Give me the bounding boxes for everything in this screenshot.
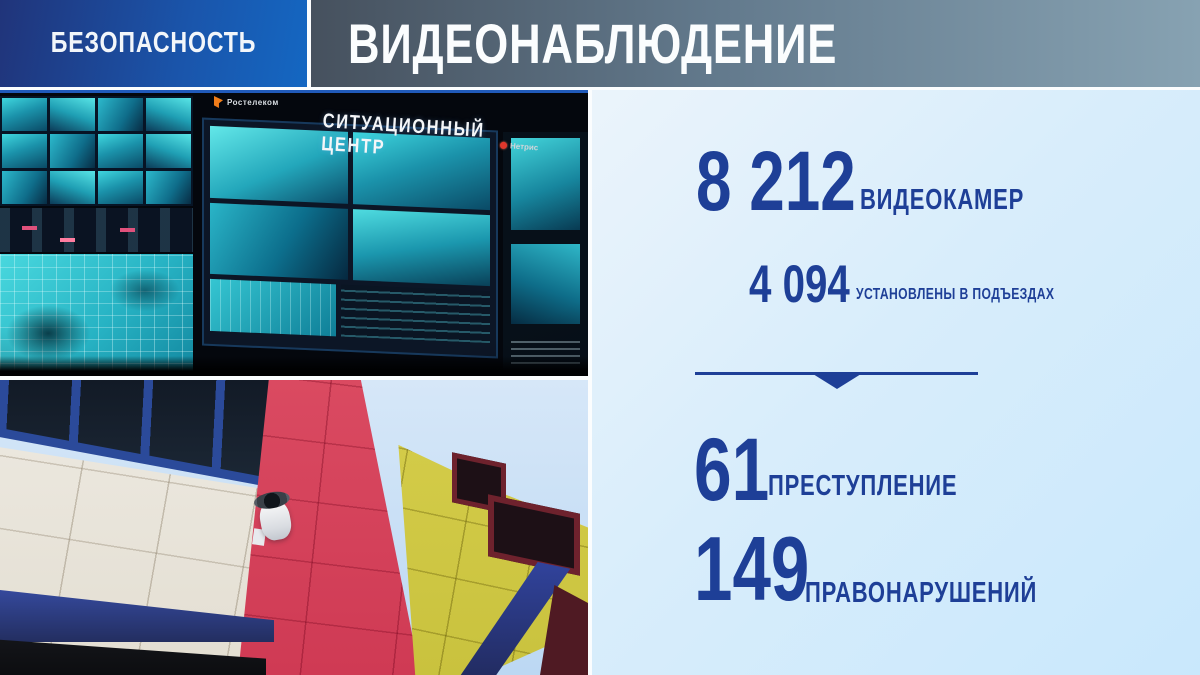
camera-feed-grid xyxy=(0,96,193,206)
camera-tile xyxy=(50,170,95,204)
camera-tile xyxy=(210,202,348,280)
main-screen-footer xyxy=(210,278,490,344)
stat-offenses-label: ПРАВОНАРУШЕНИЙ xyxy=(805,577,1038,609)
camera-tile xyxy=(2,134,47,168)
netris-dot-icon xyxy=(499,141,508,150)
alert-chip xyxy=(60,238,75,242)
video-wall-left xyxy=(0,90,193,376)
camera-tile xyxy=(146,134,191,168)
camera-tile xyxy=(98,134,143,168)
section-label: БЕЗОПАСНОСТЬ xyxy=(50,27,257,59)
arrow-down-icon xyxy=(813,374,861,389)
camera-tile xyxy=(146,170,191,204)
divider-line xyxy=(695,372,978,375)
floor-shadow xyxy=(0,356,588,376)
title-bar: ВИДЕОНАБЛЮДЕНИЕ xyxy=(311,0,1200,87)
camera-tile xyxy=(50,134,95,168)
stat-crimes-value: 61 xyxy=(694,419,770,519)
camera-tile xyxy=(2,170,47,204)
camera-tile xyxy=(511,244,580,324)
status-strip xyxy=(0,208,193,252)
section-badge: БЕЗОПАСНОСТЬ xyxy=(0,0,307,87)
stat-entrance-label: УСТАНОВЛЕНЫ В ПОДЪЕЗДАХ xyxy=(856,286,1055,303)
camera-tile xyxy=(50,98,95,132)
stats-panel: 8 212 ВИДЕОКАМЕР 4 094 УСТАНОВЛЕНЫ В ПОД… xyxy=(592,90,1200,675)
rostelecom-logo: Ростелеком xyxy=(214,96,279,108)
camera-tile xyxy=(146,98,191,132)
stat-crimes-label: ПРЕСТУПЛЕНИЕ xyxy=(768,470,958,502)
data-readout xyxy=(341,284,490,344)
camera-tile xyxy=(2,98,47,132)
alert-chip xyxy=(120,228,135,232)
cctv-camera xyxy=(250,489,300,548)
alert-chip xyxy=(22,226,37,230)
stat-entrance-value: 4 094 xyxy=(749,255,850,314)
photo-situation-center: Ростелеком СИТУАЦИОННЫЙ ЦЕНТР Нетрис xyxy=(0,90,588,376)
page-title: ВИДЕОНАБЛЮДЕНИЕ xyxy=(348,12,838,75)
stat-cameras-label: ВИДЕОКАМЕР xyxy=(860,184,1025,216)
rostelecom-logo-text: Ростелеком xyxy=(227,97,279,107)
netris-logo-text: Нетрис xyxy=(509,141,539,153)
stat-cameras-value: 8 212 xyxy=(696,134,856,228)
camera-tile xyxy=(98,98,143,132)
camera-tile xyxy=(352,208,490,287)
mini-map xyxy=(210,278,336,337)
rostelecom-flag-icon xyxy=(214,96,223,108)
camera-tile xyxy=(98,170,143,204)
stat-offenses-value: 149 xyxy=(694,519,810,620)
photo-building-facade xyxy=(0,380,588,675)
